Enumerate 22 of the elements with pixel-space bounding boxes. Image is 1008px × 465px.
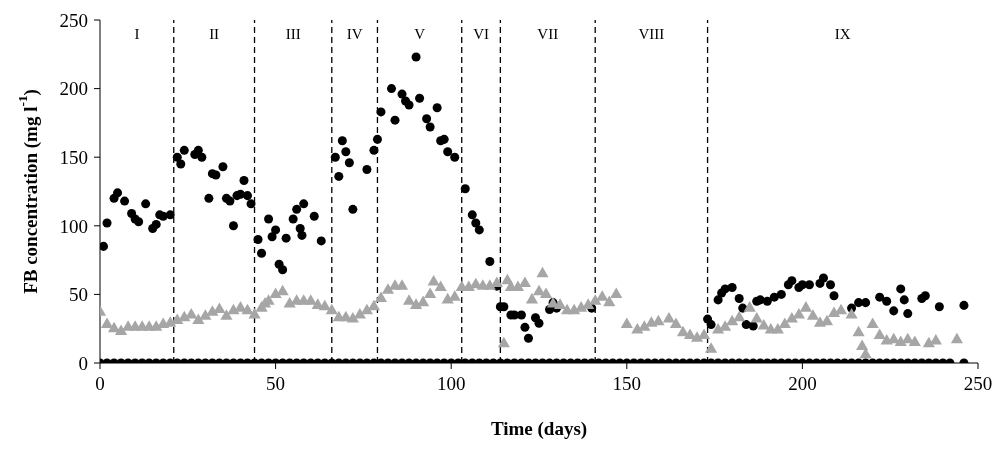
annotation: VII	[537, 25, 559, 42]
y-tick-label: 200	[59, 78, 88, 100]
annotation: IX	[834, 25, 851, 42]
y-tick-label: 150	[59, 146, 88, 168]
x-tick-label: 150	[612, 373, 642, 395]
annotation: VIII	[638, 25, 665, 42]
x-tick-label: 0	[95, 373, 105, 395]
x-tick-label: 100	[436, 373, 466, 395]
y-tick-label: 50	[69, 284, 88, 306]
annotation: V	[414, 25, 426, 42]
y-tick-label: 100	[59, 215, 88, 237]
annotation: I	[134, 25, 140, 42]
y-tick-label: 0	[78, 352, 88, 374]
x-axis-title: Time (days)	[490, 418, 588, 440]
x-tick-label: 50	[266, 373, 286, 395]
annotation: VI	[473, 25, 489, 42]
annotation: III	[285, 25, 301, 42]
annotation: IV	[346, 25, 363, 42]
y-tick-label: 250	[59, 9, 88, 31]
x-tick-label: 250	[963, 373, 993, 395]
x-tick-label: 200	[788, 373, 817, 395]
annotation: II	[209, 25, 220, 42]
